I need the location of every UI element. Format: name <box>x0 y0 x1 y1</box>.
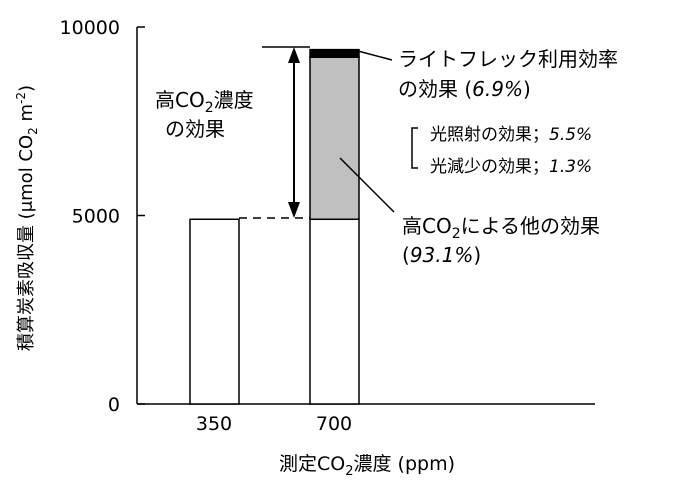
light-irradiation-label: 光照射の効果；5.5% <box>430 125 592 145</box>
y-ticks: 0 5000 10000 <box>60 17 145 416</box>
y-tick-label-5000: 5000 <box>72 206 120 228</box>
light-fleck-leader-line <box>357 50 393 61</box>
bar-700-segment-0 <box>309 218 360 405</box>
bar-700-segment-2 <box>309 48 360 58</box>
x-tick-label-350: 350 <box>196 413 232 435</box>
bar-700-segment-1 <box>309 56 360 221</box>
other-effect-label: 高CO2による他の効果(93.1%) <box>402 214 600 267</box>
y-tick-label-0: 0 <box>108 394 120 416</box>
high-co2-effect-label: 高CO2濃度の効果 <box>155 88 254 141</box>
bar-350-segment-0 <box>189 218 240 405</box>
x-tick-label-700: 700 <box>316 413 352 435</box>
y-axis-label: 積算炭素吸収量 (μmol CO2 m-2) <box>14 85 40 351</box>
other-effect-leader-line <box>339 157 395 213</box>
light-reduction-label: 光減少の効果；1.3% <box>430 157 592 177</box>
x-axis-label: 測定CO2濃度 (ppm) <box>279 453 455 479</box>
arrow-head-down <box>288 202 300 218</box>
y-tick-label-10000: 10000 <box>60 17 120 39</box>
arrow-head-up <box>288 47 300 63</box>
breakdown-bracket <box>411 127 418 169</box>
light-fleck-label: ライトフレック利用効率の効果 (6.9%) <box>398 47 618 101</box>
bars <box>189 48 360 405</box>
